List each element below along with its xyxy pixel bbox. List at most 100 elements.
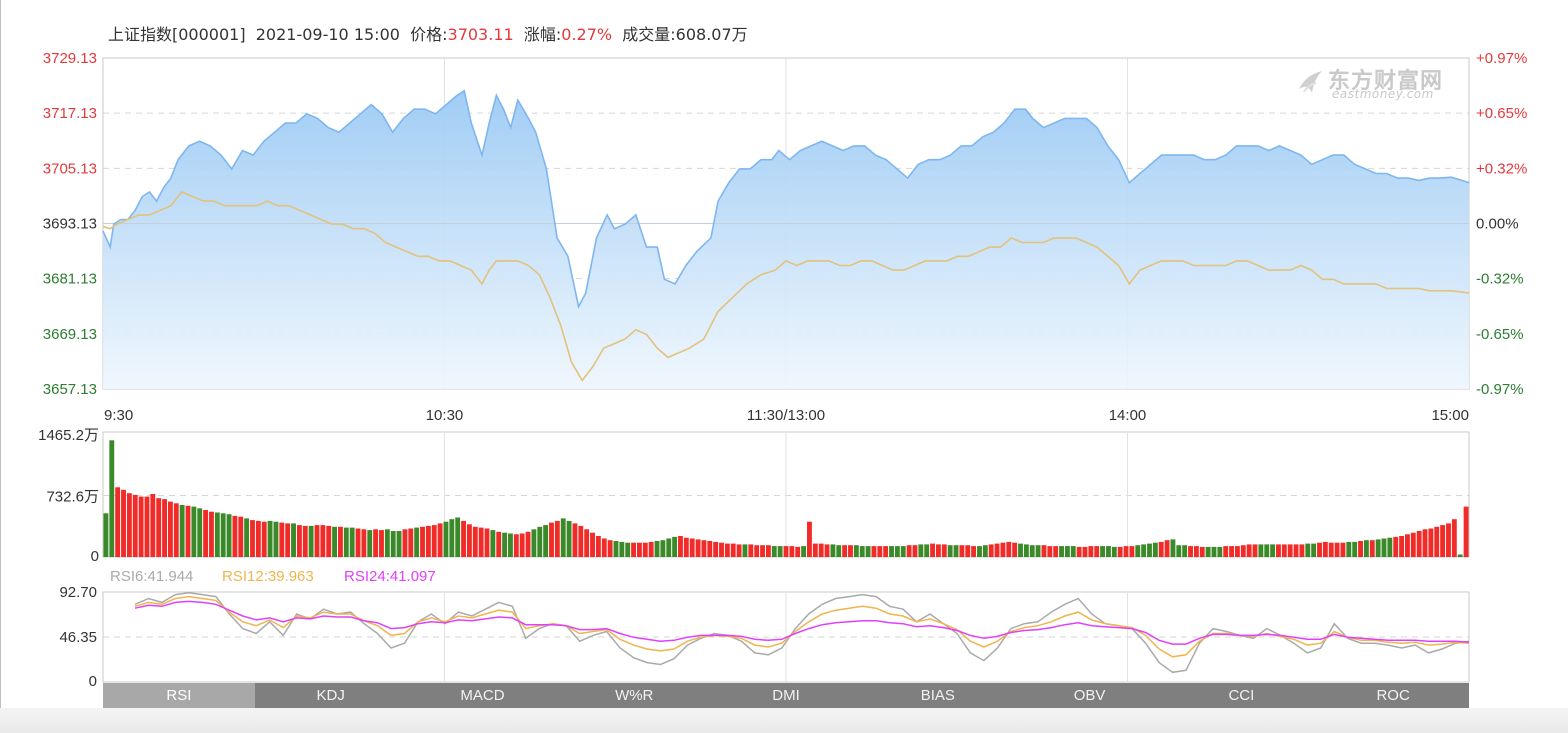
volume-bar (179, 505, 185, 557)
volume-bar (549, 522, 554, 557)
volume-bar (367, 530, 373, 557)
volume-bar (642, 542, 648, 557)
volume-bar (765, 545, 771, 557)
time-x-label: 15:00 (1431, 407, 1469, 424)
volume-bar (1422, 529, 1428, 557)
volume-bar (1094, 546, 1100, 557)
volume-bar (848, 545, 853, 557)
volume-bar (1405, 534, 1410, 557)
volume-bar (777, 546, 783, 557)
volume-bar (238, 516, 244, 557)
volume-bar (531, 529, 537, 557)
volume-bar (525, 531, 531, 557)
volume-bar (197, 508, 203, 557)
volume-bar (977, 546, 982, 557)
volume-bar (1270, 544, 1276, 557)
price-y-tick-left: 3693.13 (43, 216, 97, 233)
price-chart: 3729.13 +0.97% 3717.13 +0.65% 3705.13 +0.32% 3… (43, 50, 1528, 424)
volume-bar (1358, 541, 1363, 557)
tab-wr[interactable]: W%R (615, 687, 654, 704)
volume-bar (771, 546, 777, 557)
volume-bar (853, 545, 859, 557)
volume-bar (103, 513, 109, 557)
volume-bar (1346, 541, 1352, 557)
volume-bar (455, 517, 461, 557)
volume-bar (361, 529, 367, 557)
volume-bar (660, 540, 666, 557)
volume-bar (1217, 546, 1223, 557)
volume-bar (1205, 546, 1211, 557)
volume-bar (1152, 542, 1158, 557)
volume-bar (936, 544, 941, 557)
volume-bar (889, 546, 894, 557)
volume-bar (842, 545, 848, 557)
volume-bar (707, 541, 713, 557)
volume-bar (1317, 542, 1322, 557)
volume-bar (695, 539, 701, 557)
volume-bar (1340, 542, 1346, 557)
tab-macd[interactable]: MACD (460, 687, 505, 704)
volume-bar (1264, 544, 1270, 557)
volume-bar (1393, 536, 1399, 557)
tab-roc[interactable]: ROC (1376, 687, 1410, 704)
volume-bar (185, 505, 191, 557)
volume-bar (115, 487, 121, 557)
volume-bar (449, 519, 455, 557)
volume-bar (1276, 544, 1281, 557)
volume-bar (496, 531, 502, 557)
tab-cci[interactable]: CCI (1228, 687, 1255, 704)
volume-bar (502, 532, 508, 557)
price-y-tick-left: 3681.13 (43, 271, 97, 288)
volume-bar (261, 521, 267, 557)
volume-bar (443, 521, 449, 557)
tab-dmi[interactable]: DMI (772, 687, 800, 704)
volume-bar (1123, 546, 1129, 557)
price-y-tick-right: -0.32% (1476, 271, 1524, 288)
tab-rsi[interactable]: RSI (103, 683, 255, 709)
tab-obv[interactable]: OBV (1073, 687, 1106, 704)
volume-bar (267, 520, 273, 557)
volume-bar (859, 546, 865, 557)
volume-bar (355, 528, 361, 557)
volume-bar (1446, 523, 1451, 557)
volume-bar (1246, 544, 1252, 557)
avg-price-line (102, 190, 1470, 382)
volume-bar (1387, 537, 1393, 557)
indicator-tabs: RSI KDJ MACD W%R DMI BIAS OBV CCI ROC (103, 683, 1469, 709)
volume-bar (1223, 546, 1229, 557)
volume-bar (1416, 531, 1422, 557)
volume-bar (232, 515, 238, 557)
volume-bar (425, 525, 431, 557)
volume-bar (1070, 546, 1076, 557)
volume-bar (654, 541, 660, 557)
volume-bar (1322, 541, 1328, 557)
rsi-legend-item: RSI24:41.097 (344, 568, 436, 585)
volume-bar (162, 499, 167, 557)
volume-bar (930, 543, 935, 557)
tab-bias[interactable]: BIAS (920, 687, 955, 704)
volume-bar (1106, 546, 1111, 557)
volume-bar (1258, 544, 1264, 557)
volume-bar (1311, 543, 1317, 557)
volume-bar (1434, 526, 1440, 557)
volume-bar (812, 543, 818, 557)
volume-bar (461, 520, 466, 557)
volume-bar (713, 541, 719, 557)
volume-bar (607, 540, 613, 557)
volume-bar (824, 544, 830, 557)
volume-bar (1035, 545, 1041, 557)
volume-bar (1047, 546, 1053, 557)
tab-kdj[interactable]: KDJ (316, 687, 345, 704)
volume-bar (226, 514, 232, 557)
volume-chart: 1465.2万 732.6万 0 (38, 427, 1470, 565)
volume-bar (678, 536, 683, 557)
volume-bar (1059, 546, 1064, 557)
volume-bar (1328, 542, 1334, 557)
volume-bar (302, 525, 308, 557)
volume-bar (1012, 542, 1018, 557)
volume-bar (982, 545, 988, 557)
volume-bar (1287, 544, 1293, 557)
volume-bar (894, 546, 900, 557)
